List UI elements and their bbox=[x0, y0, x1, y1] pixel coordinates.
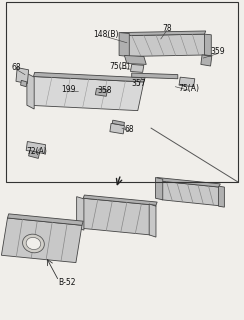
Polygon shape bbox=[201, 55, 212, 66]
Polygon shape bbox=[1, 218, 82, 263]
Polygon shape bbox=[77, 198, 156, 235]
Polygon shape bbox=[27, 76, 144, 111]
Bar bbox=[6, 2, 238, 182]
Polygon shape bbox=[8, 214, 83, 225]
Text: 359: 359 bbox=[211, 47, 225, 56]
Text: 357: 357 bbox=[132, 79, 146, 88]
Text: 78: 78 bbox=[162, 24, 172, 33]
Ellipse shape bbox=[26, 237, 41, 250]
Polygon shape bbox=[155, 178, 163, 200]
Text: 148(B): 148(B) bbox=[93, 30, 119, 39]
Polygon shape bbox=[132, 73, 178, 79]
Text: 199: 199 bbox=[61, 85, 75, 94]
Polygon shape bbox=[95, 88, 107, 96]
Polygon shape bbox=[83, 195, 157, 205]
Polygon shape bbox=[149, 204, 156, 237]
Ellipse shape bbox=[22, 234, 44, 253]
Text: 75(B): 75(B) bbox=[109, 61, 130, 70]
Text: 72(A): 72(A) bbox=[26, 147, 47, 156]
Polygon shape bbox=[156, 181, 224, 206]
Polygon shape bbox=[112, 120, 124, 125]
Polygon shape bbox=[110, 123, 124, 134]
Polygon shape bbox=[156, 178, 220, 187]
Polygon shape bbox=[119, 33, 129, 56]
Polygon shape bbox=[219, 186, 224, 207]
Text: 68: 68 bbox=[12, 63, 21, 72]
Polygon shape bbox=[179, 77, 195, 87]
Polygon shape bbox=[26, 141, 46, 154]
Polygon shape bbox=[131, 64, 144, 72]
Polygon shape bbox=[16, 68, 29, 84]
Polygon shape bbox=[124, 55, 146, 64]
Polygon shape bbox=[120, 34, 211, 56]
Polygon shape bbox=[29, 150, 40, 158]
Polygon shape bbox=[77, 197, 84, 230]
Polygon shape bbox=[33, 72, 145, 82]
Polygon shape bbox=[20, 80, 27, 87]
Polygon shape bbox=[204, 34, 211, 56]
Text: 75(A): 75(A) bbox=[178, 84, 199, 93]
Text: 358: 358 bbox=[98, 86, 112, 95]
Text: B-52: B-52 bbox=[59, 277, 76, 286]
Text: 68: 68 bbox=[124, 124, 134, 133]
Polygon shape bbox=[27, 73, 34, 109]
Polygon shape bbox=[120, 31, 206, 36]
